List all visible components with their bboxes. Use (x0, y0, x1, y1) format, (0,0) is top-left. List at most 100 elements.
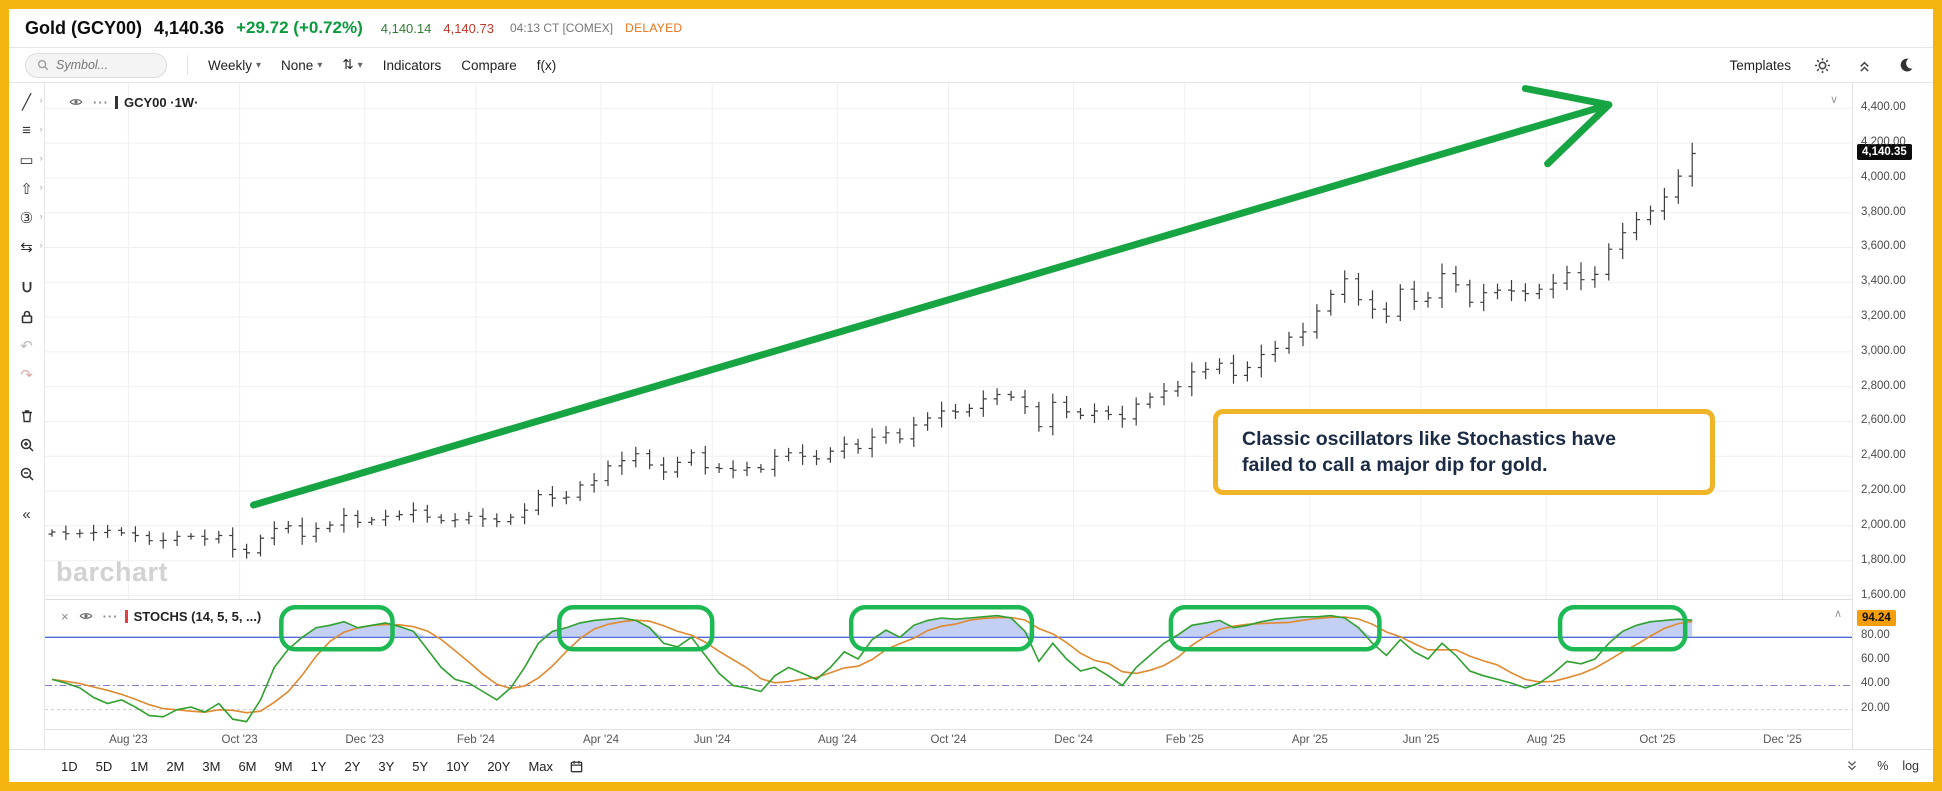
time-axis-label: Apr '25 (1291, 734, 1328, 746)
range-toolbar: 1D 5D 1M 2M 3M 6M 9M 1Y 2Y 3Y 5Y 10Y 20Y Max % log (9, 749, 1933, 782)
price-axis-tick: 2,600.00 (1861, 414, 1906, 427)
range-button-5y[interactable]: 5Y (412, 758, 429, 774)
calendar-icon[interactable] (565, 755, 587, 777)
fx-button[interactable]: f(x) (536, 57, 557, 73)
stoch-pane-collapse-icon[interactable]: ∧ (1833, 608, 1842, 620)
price-axis-tick: 4,000.00 (1861, 170, 1906, 183)
range-button-3y[interactable]: 3Y (378, 758, 395, 774)
shapes-tool[interactable]: ▭ › (19, 151, 43, 169)
toolbar-divider (187, 55, 188, 75)
dark-mode-moon-icon[interactable] (1895, 54, 1917, 76)
price-axis-tick: 2,200.00 (1861, 484, 1906, 497)
price-axis-tick: 2,800.00 (1861, 379, 1906, 392)
zoom-in-button[interactable] (12, 430, 42, 459)
bid-price: 4,140.14 (380, 20, 432, 36)
redo-button[interactable]: ↷ (12, 360, 42, 389)
last-price-label: 4,140.35 (1857, 144, 1912, 161)
price-axis-tick: 2,000.00 (1861, 518, 1906, 531)
time-axis-label: Oct '25 (1639, 734, 1676, 746)
expander-icon: › (39, 211, 43, 221)
period-dropdown[interactable]: Weekly ▾ (208, 57, 262, 73)
expander-icon: › (39, 95, 43, 105)
price-axis-tick: 3,600.00 (1861, 240, 1906, 253)
stoch-d-line (51, 616, 1693, 714)
range-button-1y[interactable]: 1Y (310, 758, 327, 774)
eye-icon[interactable] (65, 91, 87, 113)
chevron-down-icon: ▾ (357, 59, 363, 71)
range-button-5d[interactable]: 5D (95, 758, 113, 774)
main-series-label: GCY00 ·1W· (124, 94, 199, 110)
measure-tool[interactable]: ⇆ › (20, 238, 43, 256)
compare-arrows-dropdown[interactable]: ⇅ ▾ (342, 57, 362, 73)
lock-tool[interactable] (12, 302, 42, 331)
collapse-panes-icon[interactable] (1853, 54, 1875, 76)
templates-button[interactable]: Templates (1729, 57, 1791, 73)
highlight-boxes[interactable] (279, 604, 1688, 652)
menu-dots-icon[interactable]: ··· (102, 608, 119, 624)
time-axis-label: Aug '23 (109, 734, 148, 746)
grid (45, 83, 1852, 599)
stoch-axis-tick: 80.00 (1861, 629, 1890, 642)
trend-line-tool[interactable]: ╱ › (21, 93, 43, 111)
compare-arrows-icon: ⇅ (342, 57, 354, 72)
settings-gear-icon[interactable] (1811, 54, 1833, 76)
symbol-title: Gold (GCY00) (25, 17, 143, 38)
price-axis-tick: 3,000.00 (1861, 344, 1906, 357)
range-button-3m[interactable]: 3M (202, 758, 221, 774)
main-pane-collapse-icon[interactable]: ∨ (1829, 94, 1838, 106)
expander-icon: › (39, 240, 43, 250)
ohlc-bars (48, 142, 1696, 559)
search-input[interactable] (56, 58, 156, 72)
expander-icon: › (39, 182, 43, 192)
chevrons-down-icon[interactable] (1841, 755, 1863, 777)
percent-scale-toggle[interactable]: % (1877, 759, 1889, 773)
range-button-max[interactable]: Max (528, 758, 554, 774)
chart-toolbar: Weekly▾ None▾ ⇅▾ Indicators Compare f(x)… (9, 47, 1933, 83)
range-button-9m[interactable]: 9M (274, 758, 293, 774)
range-button-6m[interactable]: 6M (238, 758, 257, 774)
time-axis-label: Aug '25 (1526, 734, 1566, 746)
log-scale-toggle[interactable]: log (1902, 759, 1919, 773)
close-icon[interactable]: × (61, 608, 69, 624)
trend-arrow[interactable] (250, 85, 1613, 509)
magnet-tool[interactable] (12, 273, 42, 302)
price-axis-tick: 4,200.00 (1861, 136, 1906, 149)
annotation-callout[interactable]: Classic oscillators like Stochastics hav… (1213, 409, 1715, 495)
range-button-2y[interactable]: 2Y (344, 758, 361, 774)
undo-button[interactable]: ↶ (12, 331, 42, 360)
main-price-chart (45, 83, 1852, 599)
elliott-wave-tool[interactable]: ③ › (19, 209, 43, 227)
delete-drawings-button[interactable] (12, 401, 42, 430)
stoch-series-label: STOCHS (14, 5, 5, ...) (133, 608, 262, 624)
range-button-2m[interactable]: 2M (166, 758, 185, 774)
redo-icon: ↷ (20, 366, 33, 384)
stoch-axis-tick: 40.00 (1861, 677, 1890, 690)
zoom-out-button[interactable] (12, 459, 42, 488)
indicators-button[interactable]: Indicators (382, 57, 442, 73)
range-button-20y[interactable]: 20Y (487, 758, 511, 774)
fibonacci-tool[interactable]: ≡ › (22, 122, 43, 139)
time-axis-label: Feb '24 (456, 734, 495, 746)
collapse-sidebar-button[interactable]: « (12, 500, 42, 529)
overlay-dropdown[interactable]: None ▾ (281, 57, 323, 73)
symbol-search[interactable] (25, 52, 167, 78)
expander-icon: › (39, 124, 43, 134)
drawing-tools-sidebar: ╱ › ≡ › ▭ › ⇧ › ③ › ⇆ › ↶ ↷ « (9, 83, 45, 749)
chevron-down-icon: ▾ (256, 59, 262, 71)
range-button-10y[interactable]: 10Y (446, 758, 470, 774)
time-axis-label: Dec '24 (1054, 734, 1093, 746)
price-axis[interactable]: 4,140.35 94.24 4,400.00 4,200.00 4,000.00 3… (1852, 83, 1933, 749)
range-button-1m[interactable]: 1M (130, 758, 149, 774)
eye-icon[interactable] (75, 605, 97, 627)
zoom-out-icon (20, 467, 34, 481)
time-axis[interactable]: Aug '23 Oct '23 Dec '23 Feb '24 Apr '24 Jun '… (45, 729, 1852, 749)
price-axis-tick: 4,400.00 (1861, 101, 1906, 114)
price-axis-tick: 2,400.00 (1861, 449, 1906, 462)
compare-button[interactable]: Compare (461, 57, 517, 73)
range-button-1d[interactable]: 1D (61, 758, 78, 774)
stoch-axis-tick: 20.00 (1861, 701, 1890, 714)
menu-dots-icon[interactable]: ··· (93, 94, 109, 110)
arrow-marker-tool[interactable]: ⇧ › (20, 180, 43, 198)
time-axis-label: Aug '24 (817, 734, 857, 746)
